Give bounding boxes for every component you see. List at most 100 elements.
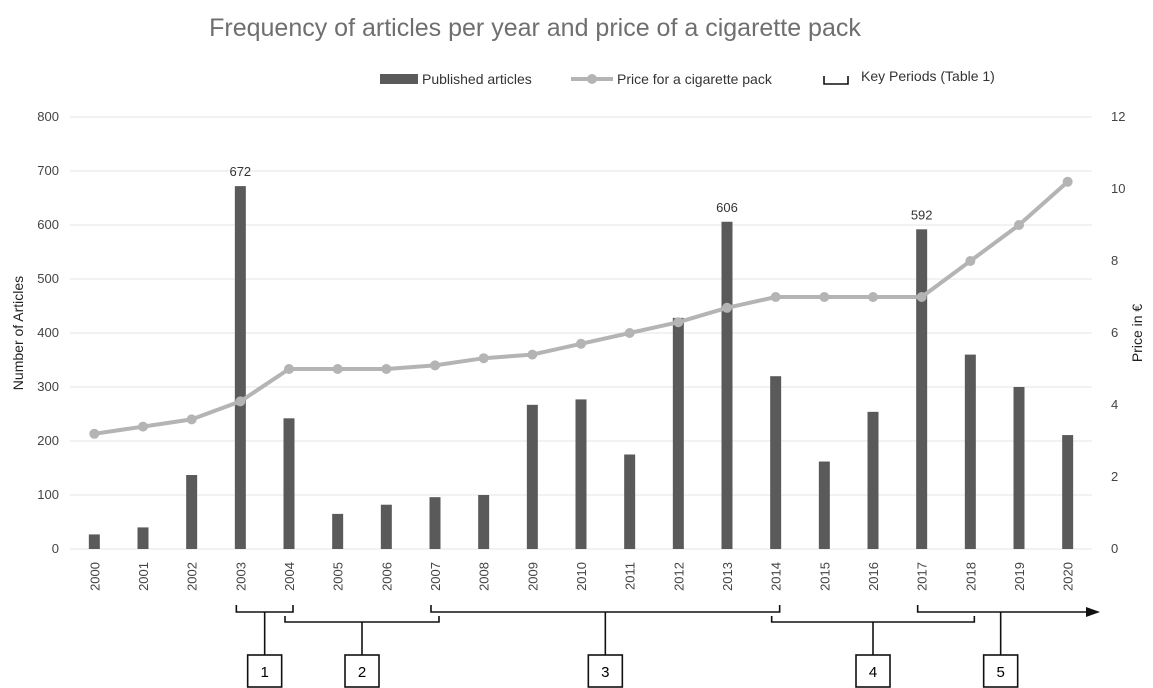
price-point-2013	[722, 302, 732, 313]
y2-axis-title: Price in €	[1129, 304, 1145, 363]
y-tick-label: 200	[37, 433, 59, 448]
x-tick-label: 2016	[866, 562, 881, 591]
key-period-box-2	[344, 654, 380, 688]
key-period-label-3: 3	[601, 664, 609, 681]
key-period-bracket-1	[235, 605, 294, 613]
bar-2009	[526, 404, 538, 549]
bar-2010	[575, 399, 587, 549]
price-point-2016	[868, 292, 878, 302]
x-tick-label: 2019	[1012, 562, 1027, 591]
bar-2017	[916, 229, 928, 549]
data-label-2013: 606	[716, 200, 738, 215]
price-point-2002	[186, 414, 197, 425]
price-point-2003	[235, 396, 246, 407]
bar-2006	[380, 504, 392, 549]
price-point-2008	[478, 353, 489, 364]
price-point-2005	[332, 364, 343, 374]
bar-2003	[234, 186, 246, 549]
x-axis-ticks: 2000 2001 2002 2003 2004 2005 2006 2007 2008 2009…	[87, 562, 1075, 591]
bar-2008	[478, 495, 490, 549]
x-tick-label: 2009	[525, 562, 540, 591]
x-tick-label: 2004	[282, 562, 297, 591]
price-point-2009	[527, 349, 538, 360]
x-tick-label: 2011	[623, 562, 638, 590]
y-tick-label: 100	[37, 487, 59, 502]
key-period-box-4	[855, 654, 891, 688]
y-tick-label: 800	[37, 109, 59, 124]
price-point-2004	[284, 364, 294, 374]
data-label-2017: 592	[911, 207, 933, 222]
x-tick-label: 2003	[233, 562, 248, 591]
x-tick-label: 2000	[87, 562, 102, 591]
x-tick-label: 2020	[1061, 562, 1076, 591]
legend-bracket-icon	[823, 76, 849, 85]
right-axis-ticks: 0 2 4 6 8 10 12	[1111, 109, 1125, 556]
y-tick-label: 300	[37, 379, 59, 394]
key-period-bracket-4	[770, 616, 976, 623]
x-tick-label: 2005	[331, 562, 346, 591]
y2-tick-label: 8	[1111, 253, 1118, 268]
bars	[88, 186, 1074, 549]
legend-bar-swatch	[380, 74, 418, 84]
data-label-2003: 672	[229, 164, 251, 179]
price-point-2010	[576, 338, 586, 349]
bar-2002	[186, 475, 198, 549]
legend-bar-label: Published articles	[422, 71, 532, 87]
y2-tick-label: 6	[1111, 325, 1118, 340]
price-point-2014	[770, 292, 781, 302]
key-period-label-1: 1	[260, 664, 268, 681]
price-point-2018	[965, 256, 976, 266]
y-tick-label: 600	[37, 217, 59, 232]
price-point-2019	[1014, 220, 1024, 230]
y-tick-label: 400	[37, 325, 59, 340]
bar-2007	[429, 497, 441, 549]
price-point-2001	[138, 421, 148, 432]
y-tick-label: 700	[37, 163, 59, 178]
key-period-bracket-2	[284, 616, 440, 623]
bar-2005	[332, 513, 344, 549]
price-point-2000	[89, 428, 100, 439]
x-tick-label: 2015	[817, 562, 832, 591]
x-tick-label: 2008	[477, 562, 492, 591]
x-tick-label: 2012	[671, 562, 686, 591]
bar-2000	[88, 534, 100, 549]
bar-2015	[818, 461, 830, 549]
y2-tick-label: 2	[1111, 469, 1118, 484]
key-period-box-3	[587, 654, 624, 688]
bar-2019	[1013, 387, 1025, 549]
x-tick-label: 2017	[915, 562, 930, 591]
left-axis-ticks: 0 100 200 300 400 500 600 700 800	[37, 109, 59, 556]
legend-line-label: Price for a cigarette pack	[617, 71, 773, 87]
price-point-2007	[430, 360, 440, 371]
x-tick-label: 2001	[136, 562, 151, 591]
price-line	[89, 176, 1073, 439]
bar-2018	[964, 354, 976, 549]
price-point-2020	[1062, 176, 1073, 187]
chart-title: Frequency of articles per year and price…	[209, 14, 861, 42]
x-tick-label: 2014	[769, 562, 784, 591]
x-tick-label: 2010	[574, 562, 589, 591]
y2-tick-label: 12	[1111, 109, 1125, 124]
price-point-2012	[673, 317, 684, 328]
key-period-label-4: 4	[869, 664, 877, 681]
price-point-2017	[916, 292, 927, 302]
bar-2011	[624, 454, 636, 549]
price-point-2011	[624, 328, 635, 338]
x-tick-label: 2007	[428, 562, 443, 591]
y2-tick-label: 10	[1111, 181, 1125, 196]
key-period-label-2: 2	[358, 664, 366, 681]
key-period-bracket-5	[916, 605, 1090, 613]
legend-bracket-label: Key Periods (Table 1)	[861, 68, 995, 84]
key-periods: 1 2 3 4 5	[235, 605, 1100, 688]
x-tick-label: 2006	[379, 562, 394, 591]
key-period-bracket-3	[430, 605, 781, 613]
key-period-box-1	[246, 654, 283, 688]
y-tick-label: 500	[37, 271, 59, 286]
bar-2014	[770, 376, 782, 549]
bar-2012	[672, 317, 684, 549]
legend: Published articles Price for a cigarette…	[380, 68, 995, 87]
y-tick-label: 0	[52, 541, 59, 556]
x-tick-label: 2002	[185, 562, 200, 591]
price-point-2015	[819, 292, 830, 302]
